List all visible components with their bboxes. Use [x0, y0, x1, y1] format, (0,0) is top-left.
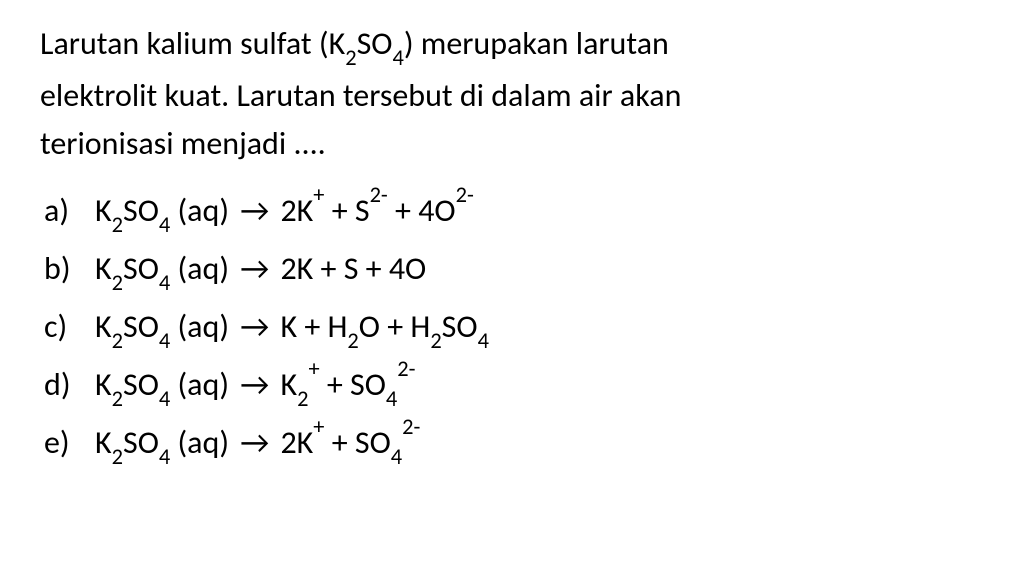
- q-mid1: SO: [357, 24, 393, 63]
- option-b-letter: b): [40, 244, 95, 294]
- opt-b-aq: (aq): [170, 249, 236, 288]
- opt-e-sub-b: 4: [159, 444, 170, 471]
- opt-d-sub-c: 2: [297, 386, 308, 413]
- arrow-icon: →: [236, 302, 273, 352]
- option-c: c) K2SO4 (aq) → K + H2O + H2SO4: [40, 302, 978, 356]
- option-d: d) K2SO4 (aq) → K2+ + SO42-: [40, 360, 978, 414]
- opt-c-sub-a: 2: [112, 328, 123, 355]
- option-c-letter: c): [40, 302, 95, 352]
- option-a: a) K2SO4 (aq) → 2K+ + S2- + 4O2-: [40, 186, 978, 240]
- opt-d-sub-a: 2: [112, 386, 123, 413]
- opt-a-sup3: 2-: [456, 182, 474, 209]
- option-d-letter: d): [40, 360, 95, 410]
- option-e-letter: e): [40, 418, 95, 468]
- opt-a-prefix: K: [95, 191, 112, 230]
- opt-d-sub-d: 4: [386, 386, 397, 413]
- opt-c-rhs3: SO: [442, 307, 478, 346]
- option-e: e) K2SO4 (aq) → 2K+ + SO42-: [40, 418, 978, 472]
- q-sub1: 2: [345, 45, 356, 72]
- opt-a-rhs3: + 4O: [388, 191, 456, 230]
- opt-c-rhs1: K + H: [273, 307, 347, 346]
- option-a-letter: a): [40, 186, 95, 236]
- opt-e-prefix: K: [95, 423, 112, 462]
- option-b-content: K2SO4 (aq) → 2K + S + 4O: [95, 244, 978, 298]
- q-line3: terionisasi menjadi ....: [40, 124, 326, 163]
- option-d-content: K2SO4 (aq) → K2+ + SO42-: [95, 360, 978, 414]
- opt-c-sub-b: 4: [159, 328, 170, 355]
- opt-b-sub-a: 2: [112, 270, 123, 297]
- opt-a-sup1: +: [313, 182, 324, 209]
- opt-e-sub-c: 4: [391, 444, 402, 471]
- opt-c-sub-e: 4: [478, 328, 489, 355]
- opt-d-sup1: +: [308, 356, 319, 383]
- opt-e-mid-a: SO: [123, 423, 159, 462]
- q-line2: elektrolit kuat. Larutan tersebut di dal…: [40, 76, 681, 115]
- option-c-content: K2SO4 (aq) → K + H2O + H2SO4: [95, 302, 978, 356]
- opt-e-rhs2: + SO: [324, 423, 390, 462]
- opt-d-aq: (aq): [170, 365, 236, 404]
- arrow-icon: →: [236, 244, 273, 294]
- opt-c-prefix: K: [95, 307, 112, 346]
- opt-b-mid-a: SO: [123, 249, 159, 288]
- arrow-icon: →: [236, 360, 273, 410]
- opt-e-sup2: 2-: [402, 414, 420, 441]
- q-sub2: 4: [392, 45, 403, 72]
- opt-c-aq: (aq): [170, 307, 236, 346]
- opt-a-sup2: 2-: [370, 182, 388, 209]
- option-b: b) K2SO4 (aq) → 2K + S + 4O: [40, 244, 978, 298]
- opt-b-rhs: 2K + S + 4O: [273, 249, 426, 288]
- opt-a-rhs2: + S: [324, 191, 369, 230]
- opt-c-sub-d: 2: [430, 328, 441, 355]
- opt-b-prefix: K: [95, 249, 112, 288]
- opt-d-sub-b: 4: [159, 386, 170, 413]
- arrow-icon: →: [236, 186, 273, 236]
- opt-c-rhs2: O + H: [359, 307, 431, 346]
- opt-c-mid-a: SO: [123, 307, 159, 346]
- option-e-content: K2SO4 (aq) → 2K+ + SO42-: [95, 418, 978, 472]
- opt-a-aq: (aq): [170, 191, 236, 230]
- opt-d-sup2: 2-: [397, 356, 415, 383]
- question-text: Larutan kalium sulfat (K2SO4) merupakan …: [40, 20, 978, 168]
- opt-e-sup1: +: [313, 414, 324, 441]
- opt-a-mid-a: SO: [123, 191, 159, 230]
- opt-d-rhs1: K: [273, 365, 297, 404]
- arrow-icon: →: [236, 418, 273, 468]
- opt-a-rhs1: 2K: [273, 191, 313, 230]
- opt-a-sub-b: 4: [159, 212, 170, 239]
- q-line1-part1: Larutan kalium sulfat (K: [40, 24, 345, 63]
- opt-e-aq: (aq): [170, 423, 236, 462]
- opt-d-prefix: K: [95, 365, 112, 404]
- opt-d-rhs2: + SO: [320, 365, 386, 404]
- opt-c-sub-c: 2: [347, 328, 358, 355]
- opt-b-sub-b: 4: [159, 270, 170, 297]
- q-line1-end: ) merupakan larutan: [404, 24, 669, 63]
- opt-a-sub-a: 2: [112, 212, 123, 239]
- opt-d-mid-a: SO: [123, 365, 159, 404]
- opt-e-sub-a: 2: [112, 444, 123, 471]
- options-list: a) K2SO4 (aq) → 2K+ + S2- + 4O2- b) K2SO…: [40, 186, 978, 473]
- opt-e-rhs1: 2K: [273, 423, 313, 462]
- option-a-content: K2SO4 (aq) → 2K+ + S2- + 4O2-: [95, 186, 978, 240]
